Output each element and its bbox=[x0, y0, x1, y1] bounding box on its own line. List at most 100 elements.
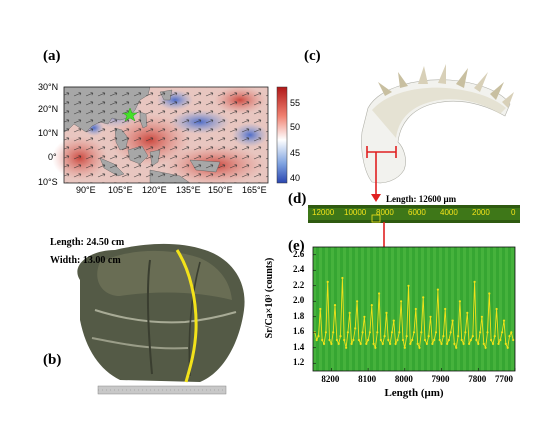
sr-ca-point bbox=[379, 338, 382, 342]
sr-ca-point bbox=[359, 342, 362, 345]
sr-ca-point bbox=[326, 280, 329, 283]
map-lat-label: 10°S bbox=[38, 177, 58, 187]
x-tick-label: 7800 bbox=[468, 374, 487, 384]
sr-ca-point bbox=[416, 342, 419, 345]
map-lat-label: 10°N bbox=[38, 128, 59, 138]
colorbar-tick: 50 bbox=[290, 122, 301, 132]
chart-frame bbox=[312, 246, 516, 372]
sr-ca-point bbox=[343, 338, 346, 342]
growth-band bbox=[397, 247, 400, 371]
sr-ca-point bbox=[464, 331, 467, 334]
x-tick-label: 7700 bbox=[495, 374, 513, 384]
map-lon-label: 105°E bbox=[108, 185, 133, 195]
sr-ca-point bbox=[350, 342, 353, 345]
sr-ca-point bbox=[499, 338, 502, 342]
shell-photo bbox=[77, 243, 245, 395]
colorbar-tick: 45 bbox=[290, 148, 301, 158]
sr-ca-point bbox=[431, 342, 434, 345]
growth-band bbox=[493, 247, 496, 371]
sr-ca-point bbox=[378, 292, 381, 295]
sr-ca-point bbox=[328, 338, 331, 342]
strip-tick-row: 12000 10000 8000 6000 4000 2000 0 bbox=[308, 207, 520, 221]
sr-ca-point bbox=[411, 338, 414, 342]
sr-ca-point bbox=[455, 346, 458, 349]
panel-label-c: (c) bbox=[304, 48, 321, 64]
sr-ca-point bbox=[486, 331, 489, 334]
sr-ca-point bbox=[352, 338, 355, 342]
sr-ca-point bbox=[466, 311, 469, 314]
sr-ca-point bbox=[376, 331, 379, 334]
growth-band bbox=[313, 247, 316, 371]
sr-ca-point bbox=[333, 304, 337, 307]
sr-ca-point bbox=[429, 315, 432, 318]
sr-ca-point bbox=[339, 335, 342, 338]
sr-ca-point bbox=[392, 319, 395, 322]
sr-ca-point bbox=[427, 335, 430, 338]
sr-ca-point bbox=[381, 342, 384, 345]
sr-ca-point bbox=[319, 307, 322, 311]
panel-label-d: (d) bbox=[288, 191, 307, 207]
map-lat-label: 20°N bbox=[38, 104, 59, 114]
x-tick-label: 8200 bbox=[321, 374, 340, 384]
sr-ca-point bbox=[409, 342, 412, 345]
y-tick-label: 1.2 bbox=[293, 357, 305, 368]
sr-ca-point bbox=[403, 346, 406, 349]
sr-ca-point bbox=[438, 338, 441, 342]
growth-band bbox=[481, 247, 484, 371]
sr-ca-point bbox=[335, 338, 338, 342]
sr-ca-point bbox=[462, 342, 465, 345]
sr-ca-point bbox=[442, 335, 445, 338]
sr-ca-point bbox=[322, 342, 326, 345]
sr-ca-point bbox=[457, 335, 460, 338]
sr-ca-point bbox=[508, 335, 511, 338]
sr-ca-point bbox=[330, 342, 333, 345]
map-lon-label: 165°E bbox=[242, 185, 267, 195]
map-lat-label: 0° bbox=[48, 152, 57, 162]
sr-ca-point bbox=[506, 346, 509, 349]
sr-ca-point bbox=[407, 284, 410, 287]
growth-band bbox=[505, 247, 508, 371]
strip-length-text: Length: 12600 μm bbox=[386, 194, 457, 204]
sr-ca-point bbox=[453, 342, 456, 345]
sr-ca-point bbox=[317, 335, 320, 338]
sr-ca-point bbox=[324, 331, 327, 334]
growth-band bbox=[403, 247, 406, 371]
sr-ca-point bbox=[510, 331, 513, 334]
sr-ca-point bbox=[482, 342, 485, 345]
sr-ca-point bbox=[477, 342, 480, 345]
sr-ca-point bbox=[446, 342, 449, 345]
growth-band bbox=[343, 247, 346, 371]
strip-selection-box bbox=[371, 214, 381, 223]
sr-ca-point bbox=[440, 342, 443, 345]
growth-band bbox=[373, 247, 376, 371]
coral-specimen-drawing bbox=[361, 64, 514, 202]
growth-band bbox=[379, 247, 382, 371]
sr-ca-point bbox=[488, 292, 491, 295]
sr-ca-point bbox=[502, 319, 506, 322]
map-lon-label: 120°E bbox=[142, 185, 167, 195]
sr-ca-point bbox=[372, 342, 375, 345]
sr-ca-point bbox=[361, 331, 364, 334]
strip-tick: 2000 bbox=[472, 208, 490, 217]
growth-band bbox=[337, 247, 340, 371]
sr-ca-point bbox=[449, 331, 452, 334]
sr-ca-point bbox=[363, 315, 366, 318]
sr-ca-point bbox=[374, 346, 377, 349]
sr-ca-point bbox=[405, 335, 408, 338]
sr-ca-point bbox=[315, 338, 318, 342]
sr-ca-point bbox=[469, 338, 472, 342]
sr-ca-point bbox=[497, 342, 500, 345]
strip-tick: 4000 bbox=[440, 208, 458, 217]
growth-band bbox=[361, 247, 364, 371]
sr-ca-point bbox=[484, 346, 487, 349]
y-tick-label: 1.4 bbox=[293, 341, 305, 352]
strip-tick: 12000 bbox=[312, 208, 335, 217]
y-tick-label: 2.2 bbox=[293, 279, 305, 290]
y-tick-label: 2.6 bbox=[293, 248, 305, 259]
growth-band bbox=[349, 247, 352, 371]
strip-tick: 10000 bbox=[344, 208, 367, 217]
sr-ca-point bbox=[458, 300, 461, 303]
y-tick-label: 2.0 bbox=[293, 295, 305, 306]
sr-ca-point bbox=[473, 280, 476, 283]
chart-series-group bbox=[313, 276, 515, 350]
